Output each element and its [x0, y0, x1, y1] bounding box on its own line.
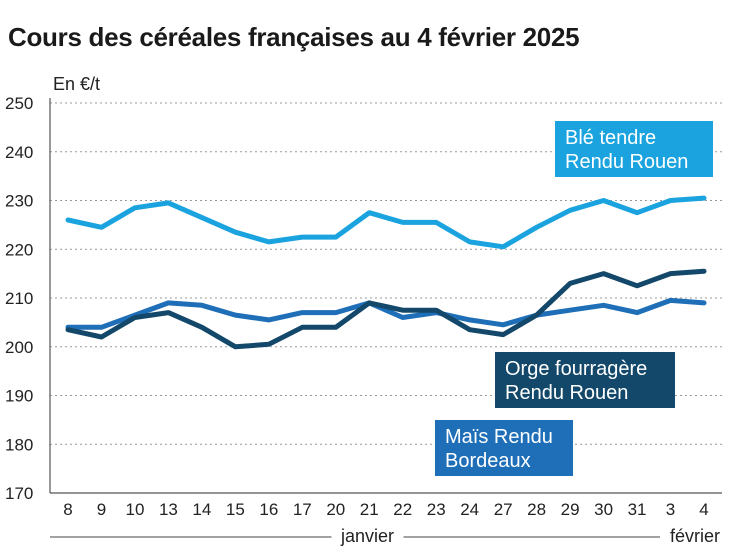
- y-tick-label: 210: [5, 289, 33, 308]
- axis-layer: 170 180 190 200 210 220 230 240 250 8 9 10 13 14 15 16 1…: [5, 94, 722, 546]
- x-tick-label: 23: [427, 500, 446, 519]
- series-label-box: [495, 352, 675, 408]
- x-tick-label: 13: [159, 500, 178, 519]
- series-label-text: Blé tendre: [565, 127, 656, 149]
- y-tick-label: 170: [5, 484, 33, 503]
- x-tick-label: 15: [226, 500, 245, 519]
- month-label-fevrier: février: [670, 526, 720, 546]
- series-label-text: Rendu Rouen: [505, 382, 628, 404]
- x-tick-label: 3: [666, 500, 675, 519]
- x-tick-label: 9: [97, 500, 106, 519]
- y-tick-label: 220: [5, 240, 33, 259]
- x-tick-label: 22: [393, 500, 412, 519]
- x-tick-label: 31: [628, 500, 647, 519]
- x-tick-label: 21: [360, 500, 379, 519]
- x-tick-label: 8: [63, 500, 72, 519]
- x-tick-label: 28: [527, 500, 546, 519]
- x-tick-label: 4: [699, 500, 708, 519]
- series-label-text: Maïs Rendu: [445, 426, 553, 448]
- series-label-box: [435, 420, 573, 476]
- chart-title: Cours des céréales françaises au 4 févri…: [8, 22, 580, 52]
- x-tick-label: 17: [293, 500, 312, 519]
- y-tick-label: 240: [5, 143, 33, 162]
- x-tick-label: 14: [192, 500, 211, 519]
- series-label-text: Orge fourragère: [505, 358, 647, 380]
- y-tick-label: 250: [5, 94, 33, 113]
- y-tick-label: 230: [5, 192, 33, 211]
- x-tick-label: 27: [494, 500, 513, 519]
- series-label-box: [555, 121, 713, 177]
- series-label-text: Bordeaux: [445, 450, 531, 472]
- x-tick-label: 16: [259, 500, 278, 519]
- series-line: [65, 297, 707, 330]
- x-tick-label: 24: [460, 500, 479, 519]
- x-tick-label: 20: [326, 500, 345, 519]
- x-tick-label: 30: [594, 500, 613, 519]
- y-tick-label: 180: [5, 435, 33, 454]
- x-tick-label: 29: [561, 500, 580, 519]
- y-axis-unit-label: En €/t: [53, 74, 100, 94]
- y-tick-label: 190: [5, 387, 33, 406]
- series-line: [65, 195, 707, 250]
- series-label-text: Rendu Rouen: [565, 151, 688, 173]
- x-tick-label: 10: [125, 500, 144, 519]
- month-label-janvier: janvier: [340, 526, 394, 546]
- series-layer: [65, 195, 707, 350]
- series-line: [65, 268, 707, 350]
- y-tick-label: 200: [5, 338, 33, 357]
